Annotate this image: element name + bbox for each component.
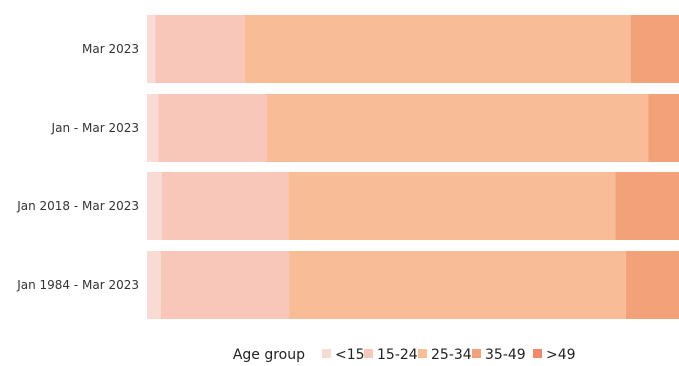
category-label: Jan 2018 - Mar 2023 (16, 199, 139, 213)
category-labels: Mar 2023 Jan - Mar 2023 Jan 2018 - Mar 202… (16, 42, 139, 292)
legend-label: <15 (335, 347, 365, 363)
bar-segment (161, 172, 289, 240)
bar-segment (147, 251, 161, 319)
legend-label: 35-49 (485, 347, 526, 363)
bar-segment (161, 251, 290, 319)
bar-segment (147, 94, 159, 162)
bar-segment (266, 94, 649, 162)
bar-segment (648, 94, 679, 162)
category-label: Jan 1984 - Mar 2023 (16, 278, 139, 292)
bar-segment (245, 15, 631, 83)
legend-swatch (533, 349, 542, 358)
legend-title: Age group (233, 347, 305, 363)
legend-label: 15-24 (377, 347, 418, 363)
legend: Age group <15 15-24 25-34 35-49 >49 (233, 347, 576, 363)
bar-segment (147, 15, 156, 83)
bar-segment (615, 172, 679, 240)
bar-segment (147, 172, 162, 240)
bar-segment (288, 172, 616, 240)
category-label: Jan - Mar 2023 (51, 121, 139, 135)
legend-swatch (322, 349, 331, 358)
legend-swatch (472, 349, 481, 358)
bar-segment (625, 251, 679, 319)
bars-layer (147, 15, 679, 319)
bar-segment (155, 15, 245, 83)
bar-segment (158, 94, 267, 162)
bar-segment (630, 15, 679, 83)
legend-swatch (418, 349, 427, 358)
category-label: Mar 2023 (82, 42, 139, 56)
legend-label: >49 (546, 347, 576, 363)
legend-swatch (364, 349, 373, 358)
legend-label: 25-34 (431, 347, 472, 363)
bar-segment (289, 251, 626, 319)
